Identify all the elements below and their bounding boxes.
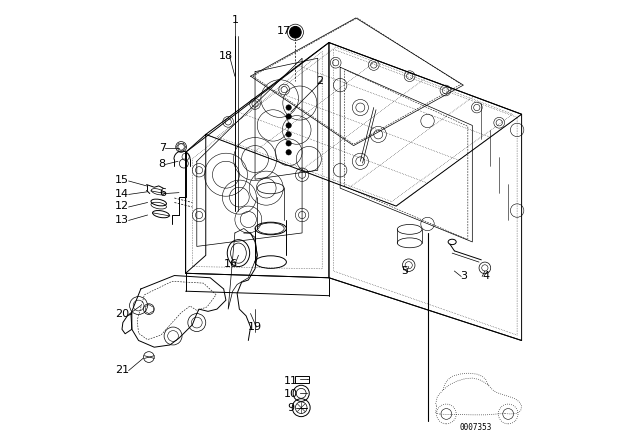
Text: 8: 8 [159, 159, 166, 168]
Text: 18: 18 [219, 51, 233, 61]
Circle shape [286, 123, 291, 128]
Text: 13: 13 [115, 215, 129, 224]
Text: 2: 2 [316, 76, 324, 86]
Circle shape [286, 141, 291, 146]
Circle shape [286, 105, 291, 110]
Text: 15: 15 [115, 175, 129, 185]
Text: 10: 10 [284, 389, 298, 399]
Text: 1: 1 [232, 15, 238, 25]
Circle shape [286, 132, 291, 137]
Text: 14: 14 [115, 189, 129, 198]
Text: 20: 20 [115, 309, 129, 319]
Text: 0007353: 0007353 [460, 423, 492, 432]
Text: 21: 21 [115, 365, 129, 375]
Text: 19: 19 [248, 322, 262, 332]
Circle shape [286, 114, 291, 119]
Text: 4: 4 [482, 271, 490, 280]
Text: 6: 6 [160, 188, 166, 198]
Circle shape [286, 150, 291, 155]
Text: 11: 11 [284, 376, 298, 386]
Text: 7: 7 [159, 143, 166, 153]
Text: 5: 5 [402, 266, 408, 276]
Text: 12: 12 [115, 201, 129, 211]
Text: 17: 17 [277, 26, 291, 36]
Text: 3: 3 [460, 271, 467, 280]
Text: 16: 16 [223, 259, 237, 269]
Text: 9: 9 [287, 403, 294, 413]
Circle shape [289, 26, 301, 38]
Bar [296, 376, 309, 383]
